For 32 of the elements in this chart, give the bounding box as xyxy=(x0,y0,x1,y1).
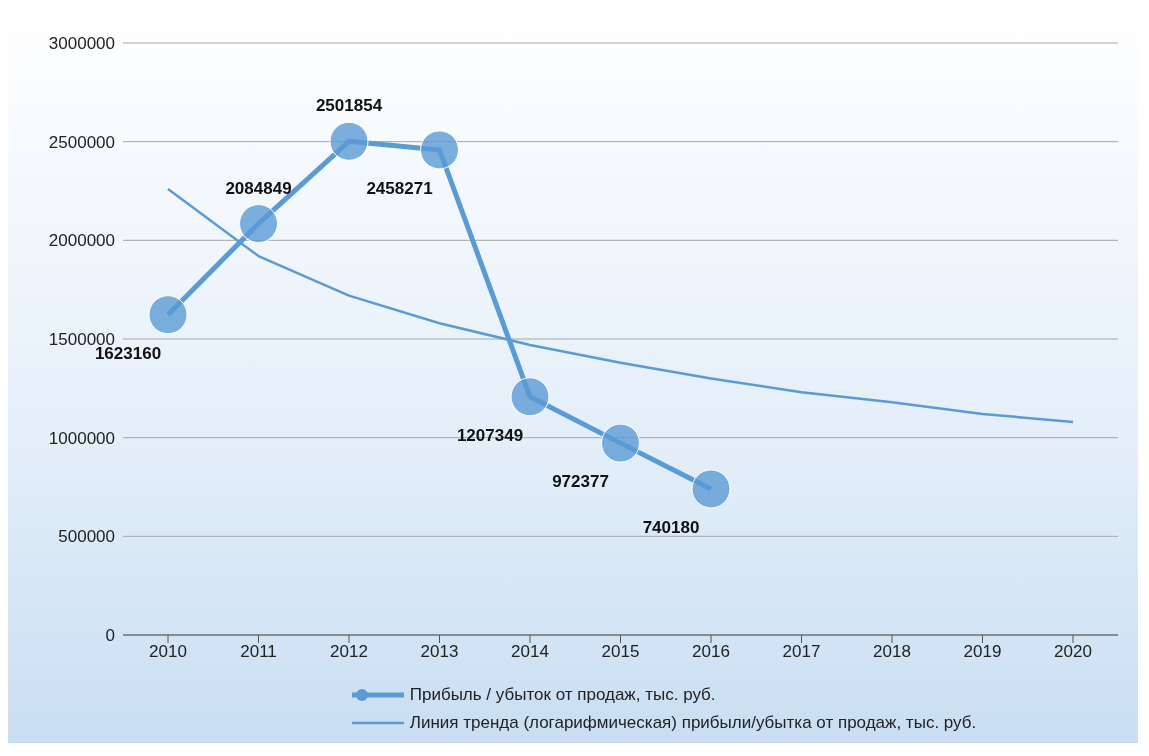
data-label: 1207349 xyxy=(456,425,524,445)
point xyxy=(148,295,188,335)
x-tick-label: 2019 xyxy=(963,642,1002,662)
point xyxy=(329,121,369,161)
x-tick-label: 2012 xyxy=(330,642,368,662)
x-tick-label: 2014 xyxy=(511,642,549,662)
y-tick-label: 2500000 xyxy=(48,132,115,152)
y-tick-label: 1000000 xyxy=(48,428,115,448)
y-tick-label: 2000000 xyxy=(48,231,115,251)
point xyxy=(691,469,731,509)
x-tick-label: 2016 xyxy=(692,642,730,662)
legend-label: Прибыль / убыток от продаж, тыс. руб. xyxy=(409,685,716,705)
point xyxy=(420,130,459,170)
data-label: 2501854 xyxy=(315,96,383,116)
x-tick-label: 2013 xyxy=(420,642,459,662)
y-tick-label: 3000000 xyxy=(48,34,115,54)
x-tick-label: 2017 xyxy=(782,642,821,662)
point xyxy=(510,377,550,417)
data-label: 740180 xyxy=(642,517,700,537)
y-tick-label: 0 xyxy=(105,626,115,646)
legend-label: Линия тренда (логарифмическая) прибыли/убытка от продаж, тыс. руб. xyxy=(409,713,977,733)
x-tick-label: 2020 xyxy=(1054,642,1092,662)
data-label: 972377 xyxy=(552,472,609,492)
data-label: 2458271 xyxy=(366,178,433,198)
x-tick-label: 2018 xyxy=(873,642,911,662)
y-tick-label: 500000 xyxy=(58,527,115,547)
point xyxy=(601,423,640,463)
x-tick-label: 2015 xyxy=(601,642,640,662)
data-label: 2084849 xyxy=(225,178,292,198)
x-tick-label: 2011 xyxy=(240,642,277,662)
point xyxy=(239,204,278,244)
x-tick-label: 2010 xyxy=(149,642,187,662)
